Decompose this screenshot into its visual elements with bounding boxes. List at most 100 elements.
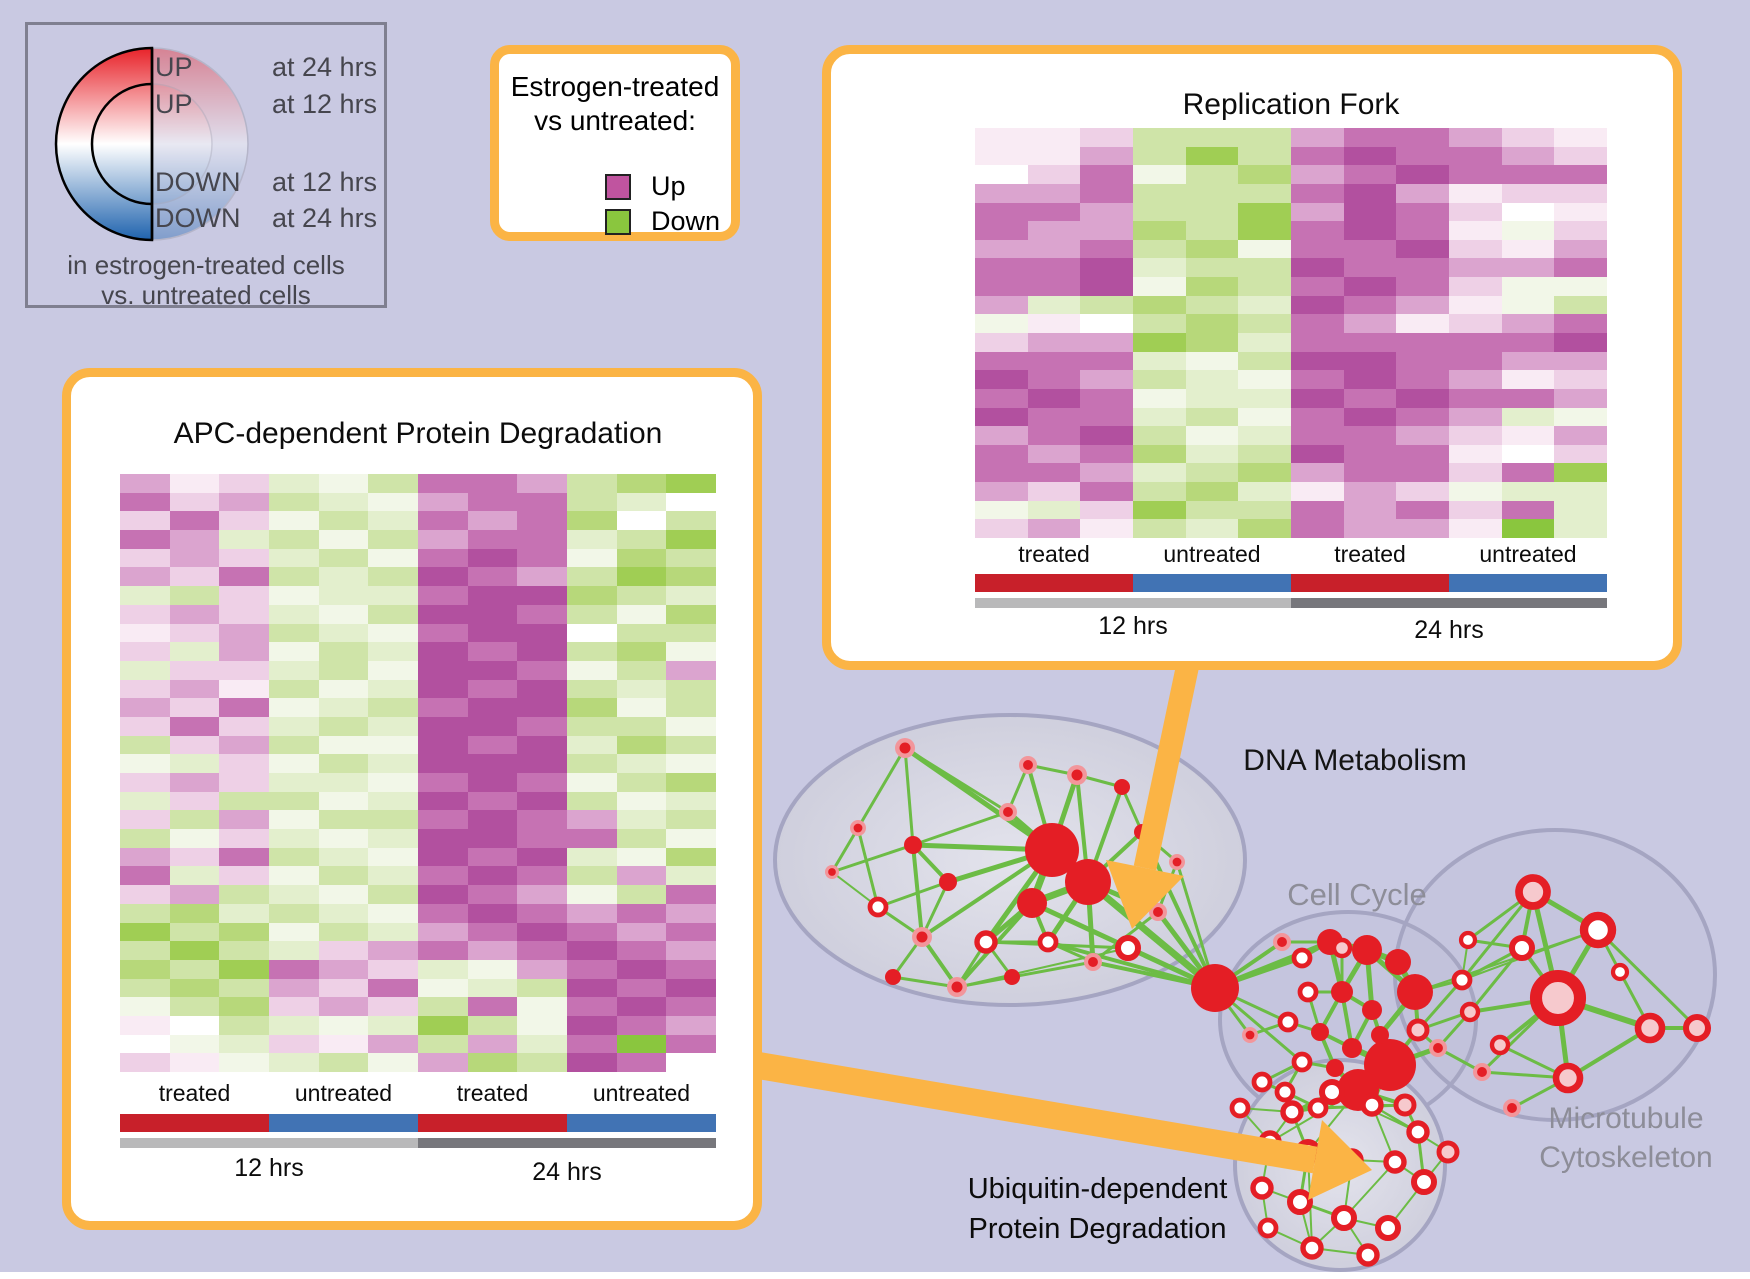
heatmap-cell [1343,426,1397,445]
heatmap-cell [666,847,716,867]
heatmap-cell [1343,444,1397,464]
untreated-label: untreated [592,1080,691,1106]
heatmap-cell [120,829,170,848]
heatmap-cell [1501,314,1555,333]
gene-node-ring [867,896,889,918]
heatmap-cell [1133,314,1186,333]
heatmap-cell [1396,295,1449,315]
heatmap-cell [1554,388,1607,408]
heatmap-cell [219,1053,269,1072]
heatmap-cell [1238,426,1291,445]
heatmap-cell [120,885,170,904]
heatmap-cell [219,1015,269,1035]
heatmap-cell [318,866,369,886]
heatmap-cell [368,1015,418,1035]
heatmap-cell [1080,314,1133,333]
heatmap-cell [1027,146,1081,166]
heatmap-cell [1449,407,1502,427]
heatmap-cell [368,997,418,1016]
network-edge [1084,878,1219,992]
heatmap-cell [418,1053,468,1072]
heatmap-cell [1449,258,1502,278]
heatmap-cell [418,586,468,605]
heatmap-cell [567,978,617,998]
heatmap-cell [666,810,716,830]
heatmap-cell [1185,239,1239,259]
heatmap-cell [318,922,369,942]
heatmap-cell [418,959,468,979]
heatmap-cell [169,997,220,1016]
heatmap-cell [1291,463,1344,483]
heatmap-cell [1343,388,1397,408]
heatmap-cell [1343,332,1397,352]
heatmap-cell [666,548,716,568]
heatmap-cell [467,679,518,699]
heatmap-cell [1080,351,1133,371]
gene-node-ring-pink [1552,1062,1584,1094]
heatmap-cell [1185,295,1239,315]
heatmap-cell [467,530,518,549]
network-edge [856,746,907,830]
heatmap-cell [666,866,716,886]
heatmap-cell [269,941,319,960]
heatmap-cell [1080,295,1133,315]
heatmap-cell [616,791,667,811]
heatmap-cell [975,128,1028,147]
heatmap-cell [1449,314,1502,333]
heatmap-cell [1343,314,1397,333]
heatmap-cell [318,548,369,568]
heatmap-cell [418,1015,468,1035]
gene-node-ring-pink [1331,937,1353,959]
gene-node-ring [1291,947,1313,969]
heatmap-cell [1238,482,1291,501]
heatmap-cell [169,829,220,848]
heatmap-cell [318,623,369,643]
heatmap-cell [1080,370,1133,389]
heatmap-cell [616,810,667,830]
heatmap-cell [1554,295,1607,315]
timepoint-bar-segment [120,1138,418,1148]
legend-row-up-24: UP at 24 hrs [155,52,377,83]
heatmap-cell [1554,202,1607,222]
heatmap-cell [120,941,170,960]
heatmap-cell [467,660,518,680]
heatmap-cell [1238,463,1291,483]
heatmap-cell [975,351,1028,371]
gene-node-halo-core [1023,760,1033,770]
heatmap-cell [567,660,617,680]
heatmap-cell [368,660,418,680]
heatmap-cell [418,511,468,531]
heatmap-cell [368,474,418,493]
heatmap-cell [517,511,567,531]
heatmap-cell [368,679,418,699]
heatmap-cell [169,474,220,493]
heatmap-cell [517,474,567,493]
heatmap-cell [1238,388,1291,408]
heatmap-cell [666,660,716,680]
gene-node-halo-core [1172,857,1182,867]
heatmap-cell [318,492,369,512]
treated-label: treated [1334,541,1406,567]
heatmap-cell [169,716,220,736]
heatmap-cell [1080,183,1133,203]
up-color-swatch [605,173,631,200]
heatmap-cell [666,1053,716,1072]
arrow-replication-fork-to-dna-metabolism [1133,642,1204,871]
heatmap-cell [368,903,418,923]
heatmap-cell [1449,426,1502,445]
heatmap-cell [467,903,518,923]
cell-cycle-label: Cell Cycle [1287,877,1427,912]
heatmap-cell [120,922,170,942]
heatmap-cell [1027,314,1081,333]
gene-node-solid [1065,859,1111,905]
heatmap-cell [616,959,667,979]
heatmap-cell [169,530,220,549]
heatmap-cell [616,903,667,923]
heatmap-cell [418,530,468,549]
heatmap-cell [169,642,220,661]
microtubule-label-line2: Cytoskeleton [1539,1141,1713,1174]
heatmap-cell [666,903,716,923]
heatmap-cell [169,978,220,998]
gene-node-ring [1451,969,1473,991]
heatmap-cell [1501,295,1555,315]
